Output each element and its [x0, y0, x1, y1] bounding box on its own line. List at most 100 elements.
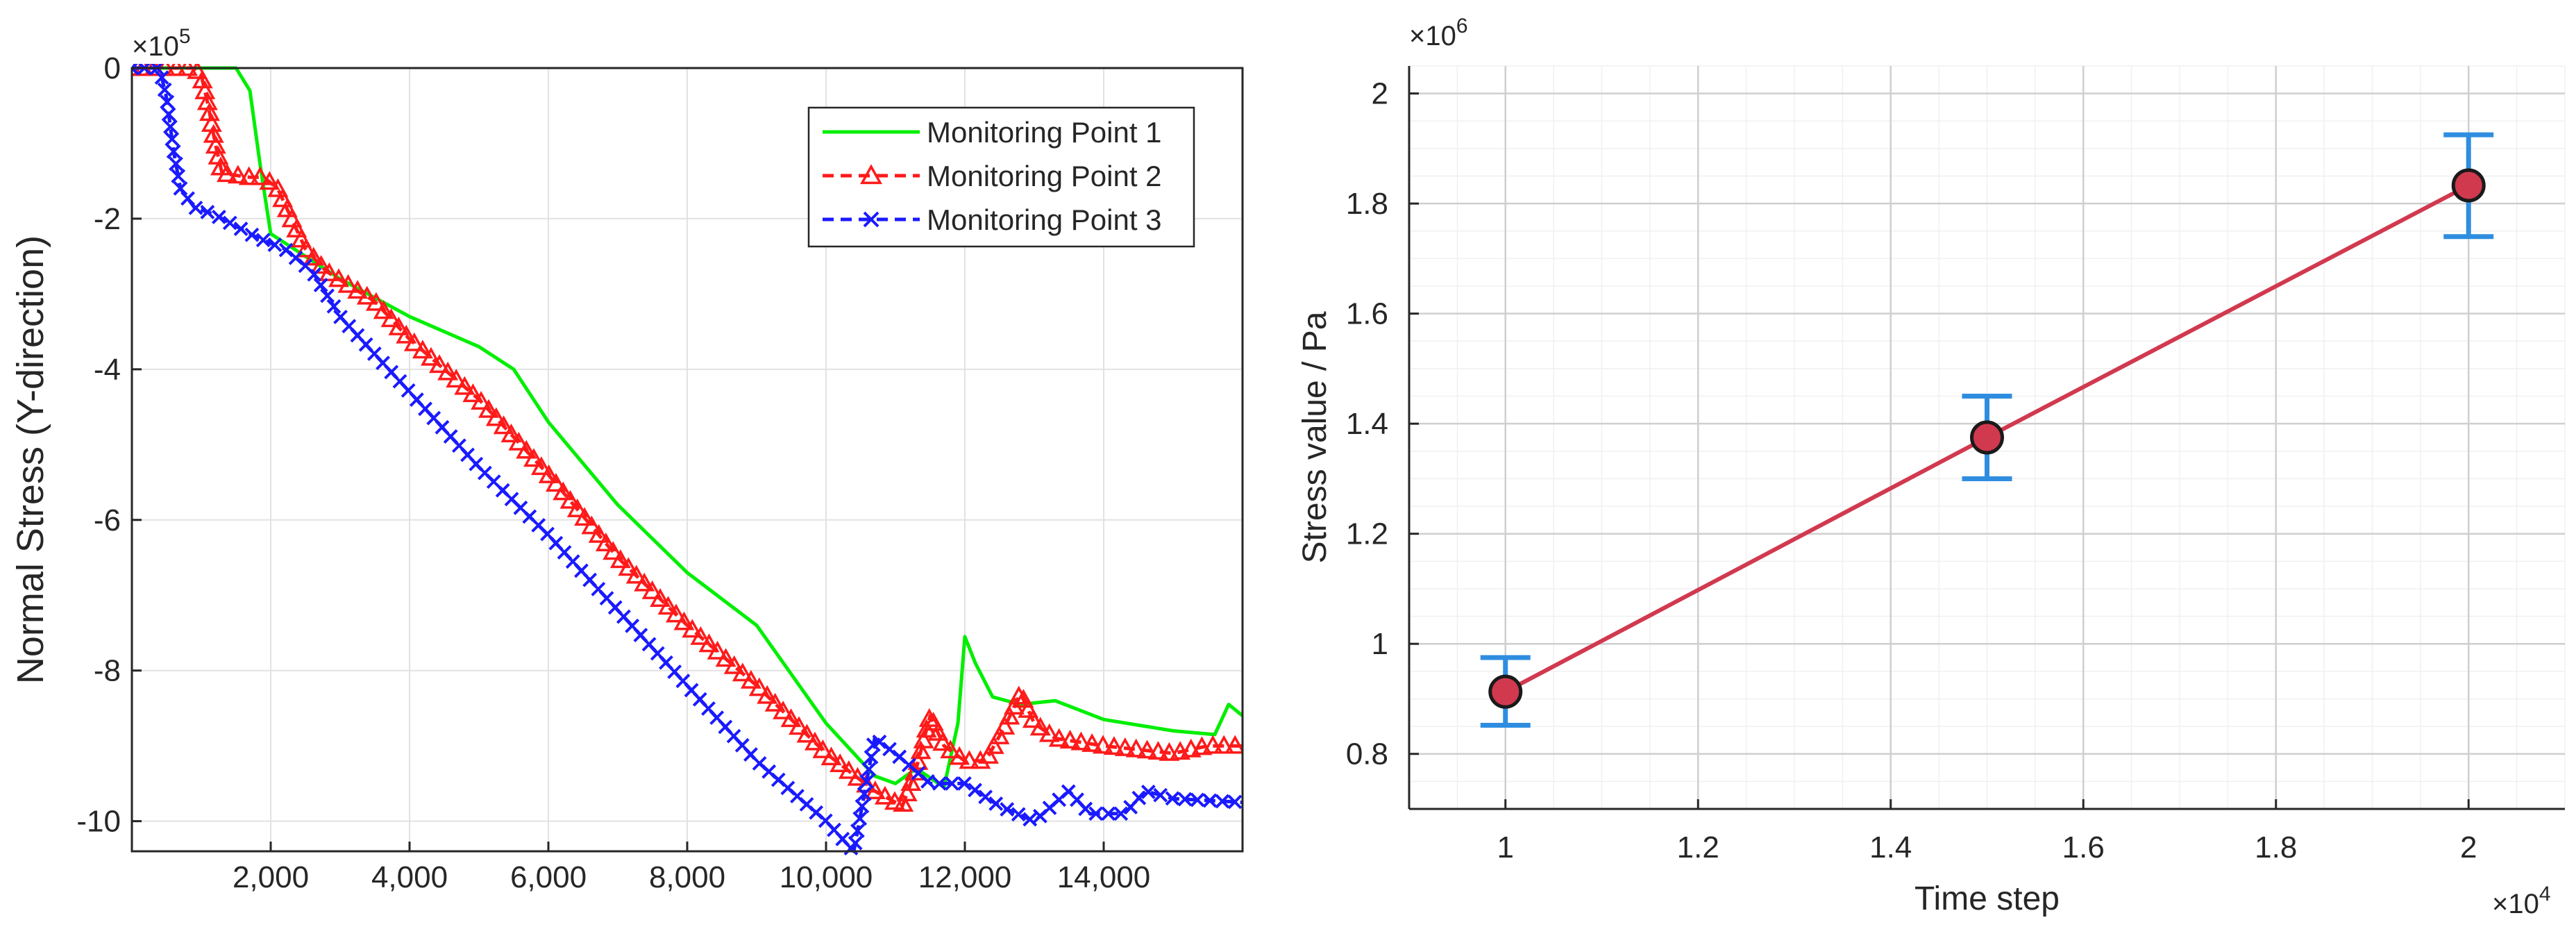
left-marker-triangle — [641, 580, 663, 599]
left-y-exponent-power: 5 — [179, 25, 191, 48]
left-marker-x — [1131, 790, 1147, 805]
left-marker-triangle — [666, 603, 687, 623]
left-marker-x — [313, 278, 328, 292]
left-marker-triangle — [893, 793, 914, 812]
left-marker-triangle — [618, 557, 639, 576]
left-marker-triangle — [1038, 723, 1060, 742]
left-marker-triangle — [217, 163, 237, 183]
left-marker-x — [1078, 801, 1093, 817]
left-marker-triangle — [446, 369, 467, 388]
left-marker-triangle — [227, 165, 249, 184]
left-x-tick-label: 8,000 — [649, 860, 725, 894]
left-marker-triangle — [1013, 689, 1034, 708]
left-x-tick-label: 4,000 — [371, 860, 448, 894]
left-marker-triangle — [913, 729, 934, 749]
left-marker-triangle — [999, 705, 1020, 725]
left-marker-triangle — [1008, 685, 1029, 705]
left-marker-triangle — [764, 692, 786, 712]
left-marker-x — [882, 742, 897, 757]
left-marker-x — [920, 774, 935, 789]
left-marker-x — [859, 774, 874, 789]
left-marker-triangle — [516, 440, 537, 459]
left-marker-x — [200, 205, 215, 219]
left-y-tick-label: -6 — [94, 503, 121, 537]
left-marker-triangle — [1093, 735, 1113, 754]
left-marker-triangle — [673, 611, 695, 630]
left-marker-triangle — [373, 300, 394, 319]
left-marker-x — [244, 227, 260, 242]
left-marker-x — [267, 237, 283, 252]
right-chart-stress-vs-timestep: 1 1.2 1.4 1.6 1.8 20.811.21.41.61.82×106×104T… — [1297, 15, 2566, 919]
left-marker-triangle — [970, 750, 991, 769]
left-marker-triangle — [553, 481, 574, 501]
left-y-tick-label: -8 — [94, 654, 121, 688]
left-marker-x — [855, 799, 870, 814]
left-marker-triangle — [757, 685, 778, 704]
left-marker-x — [1215, 794, 1230, 809]
left-marker-triangle — [1191, 736, 1213, 755]
left-marker-triangle — [927, 721, 949, 741]
right-y-tick-label: 1.8 — [1346, 187, 1388, 221]
left-marker-triangle — [454, 376, 475, 395]
left-marker-triangle — [838, 760, 859, 779]
left-marker-triangle — [286, 218, 308, 237]
left-marker-x — [1000, 802, 1015, 817]
left-marker-triangle — [595, 533, 616, 551]
left-marker-triangle — [740, 669, 761, 689]
left-marker-triangle — [538, 464, 559, 483]
right-y-tick-label: 1.2 — [1346, 517, 1388, 551]
left-marker-triangle — [796, 724, 818, 743]
left-marker-triangle — [581, 515, 603, 535]
left-marker-triangle — [347, 280, 369, 299]
left-marker-triangle — [403, 332, 425, 351]
right-x-tick-label: 1.2 — [1677, 830, 1719, 864]
left-x-tick-label: 6,000 — [510, 860, 587, 894]
left-marker-triangle — [603, 541, 624, 560]
left-x-tick-label: 10,000 — [780, 860, 873, 894]
left-marker-x — [160, 94, 175, 110]
right-y-tick-label: 2 — [1372, 77, 1388, 111]
left-marker-triangle — [994, 715, 1016, 735]
left-marker-x — [1190, 792, 1205, 808]
left-series-2 — [132, 64, 1243, 812]
left-marker-x — [132, 64, 140, 76]
left-marker-triangle — [940, 739, 961, 759]
left-marker-triangle — [303, 246, 324, 266]
left-marker-triangle — [238, 166, 260, 185]
left-marker-triangle — [281, 208, 303, 228]
left-marker-triangle — [319, 262, 340, 281]
left-marker-triangle — [276, 198, 298, 217]
left-marker-x — [163, 119, 178, 134]
right-x-axis-label: Time step — [1914, 880, 2060, 917]
left-marker-triangle — [804, 731, 825, 751]
left-marker-triangle — [820, 746, 842, 766]
left-marker-triangle — [328, 268, 349, 287]
left-marker-x — [1227, 794, 1243, 810]
left-x-tick-label: 12,000 — [918, 860, 1012, 894]
right-x-exponent: ×104 — [2492, 883, 2551, 919]
left-marker-triangle — [566, 498, 588, 517]
left-marker-triangle — [493, 415, 514, 435]
left-legend-label-2: Monitoring Point 2 — [927, 160, 1162, 192]
left-marker-triangle — [1213, 735, 1235, 754]
left-y-tick-label: -4 — [94, 353, 121, 387]
left-marker-triangle — [337, 274, 359, 293]
left-marker-triangle — [559, 490, 581, 509]
left-marker-triangle — [574, 507, 596, 526]
left-marker-triangle — [923, 712, 944, 731]
left-legend-marker-triangle — [860, 164, 882, 185]
left-marker-triangle — [1070, 731, 1092, 751]
left-marker-triangle — [1125, 738, 1147, 758]
left-marker-x — [988, 796, 1004, 811]
right-data-point — [2451, 168, 2486, 203]
left-legend-label-3: Monitoring Point 3 — [927, 203, 1162, 236]
left-marker-triangle — [1059, 730, 1081, 749]
left-marker-triangle — [1029, 717, 1051, 736]
left-series-3 — [132, 64, 1243, 855]
left-marker-x — [222, 215, 237, 231]
left-marker-triangle — [896, 783, 918, 802]
left-marker-x — [861, 762, 877, 777]
left-marker-x — [1165, 791, 1180, 806]
left-marker-x — [978, 789, 993, 805]
